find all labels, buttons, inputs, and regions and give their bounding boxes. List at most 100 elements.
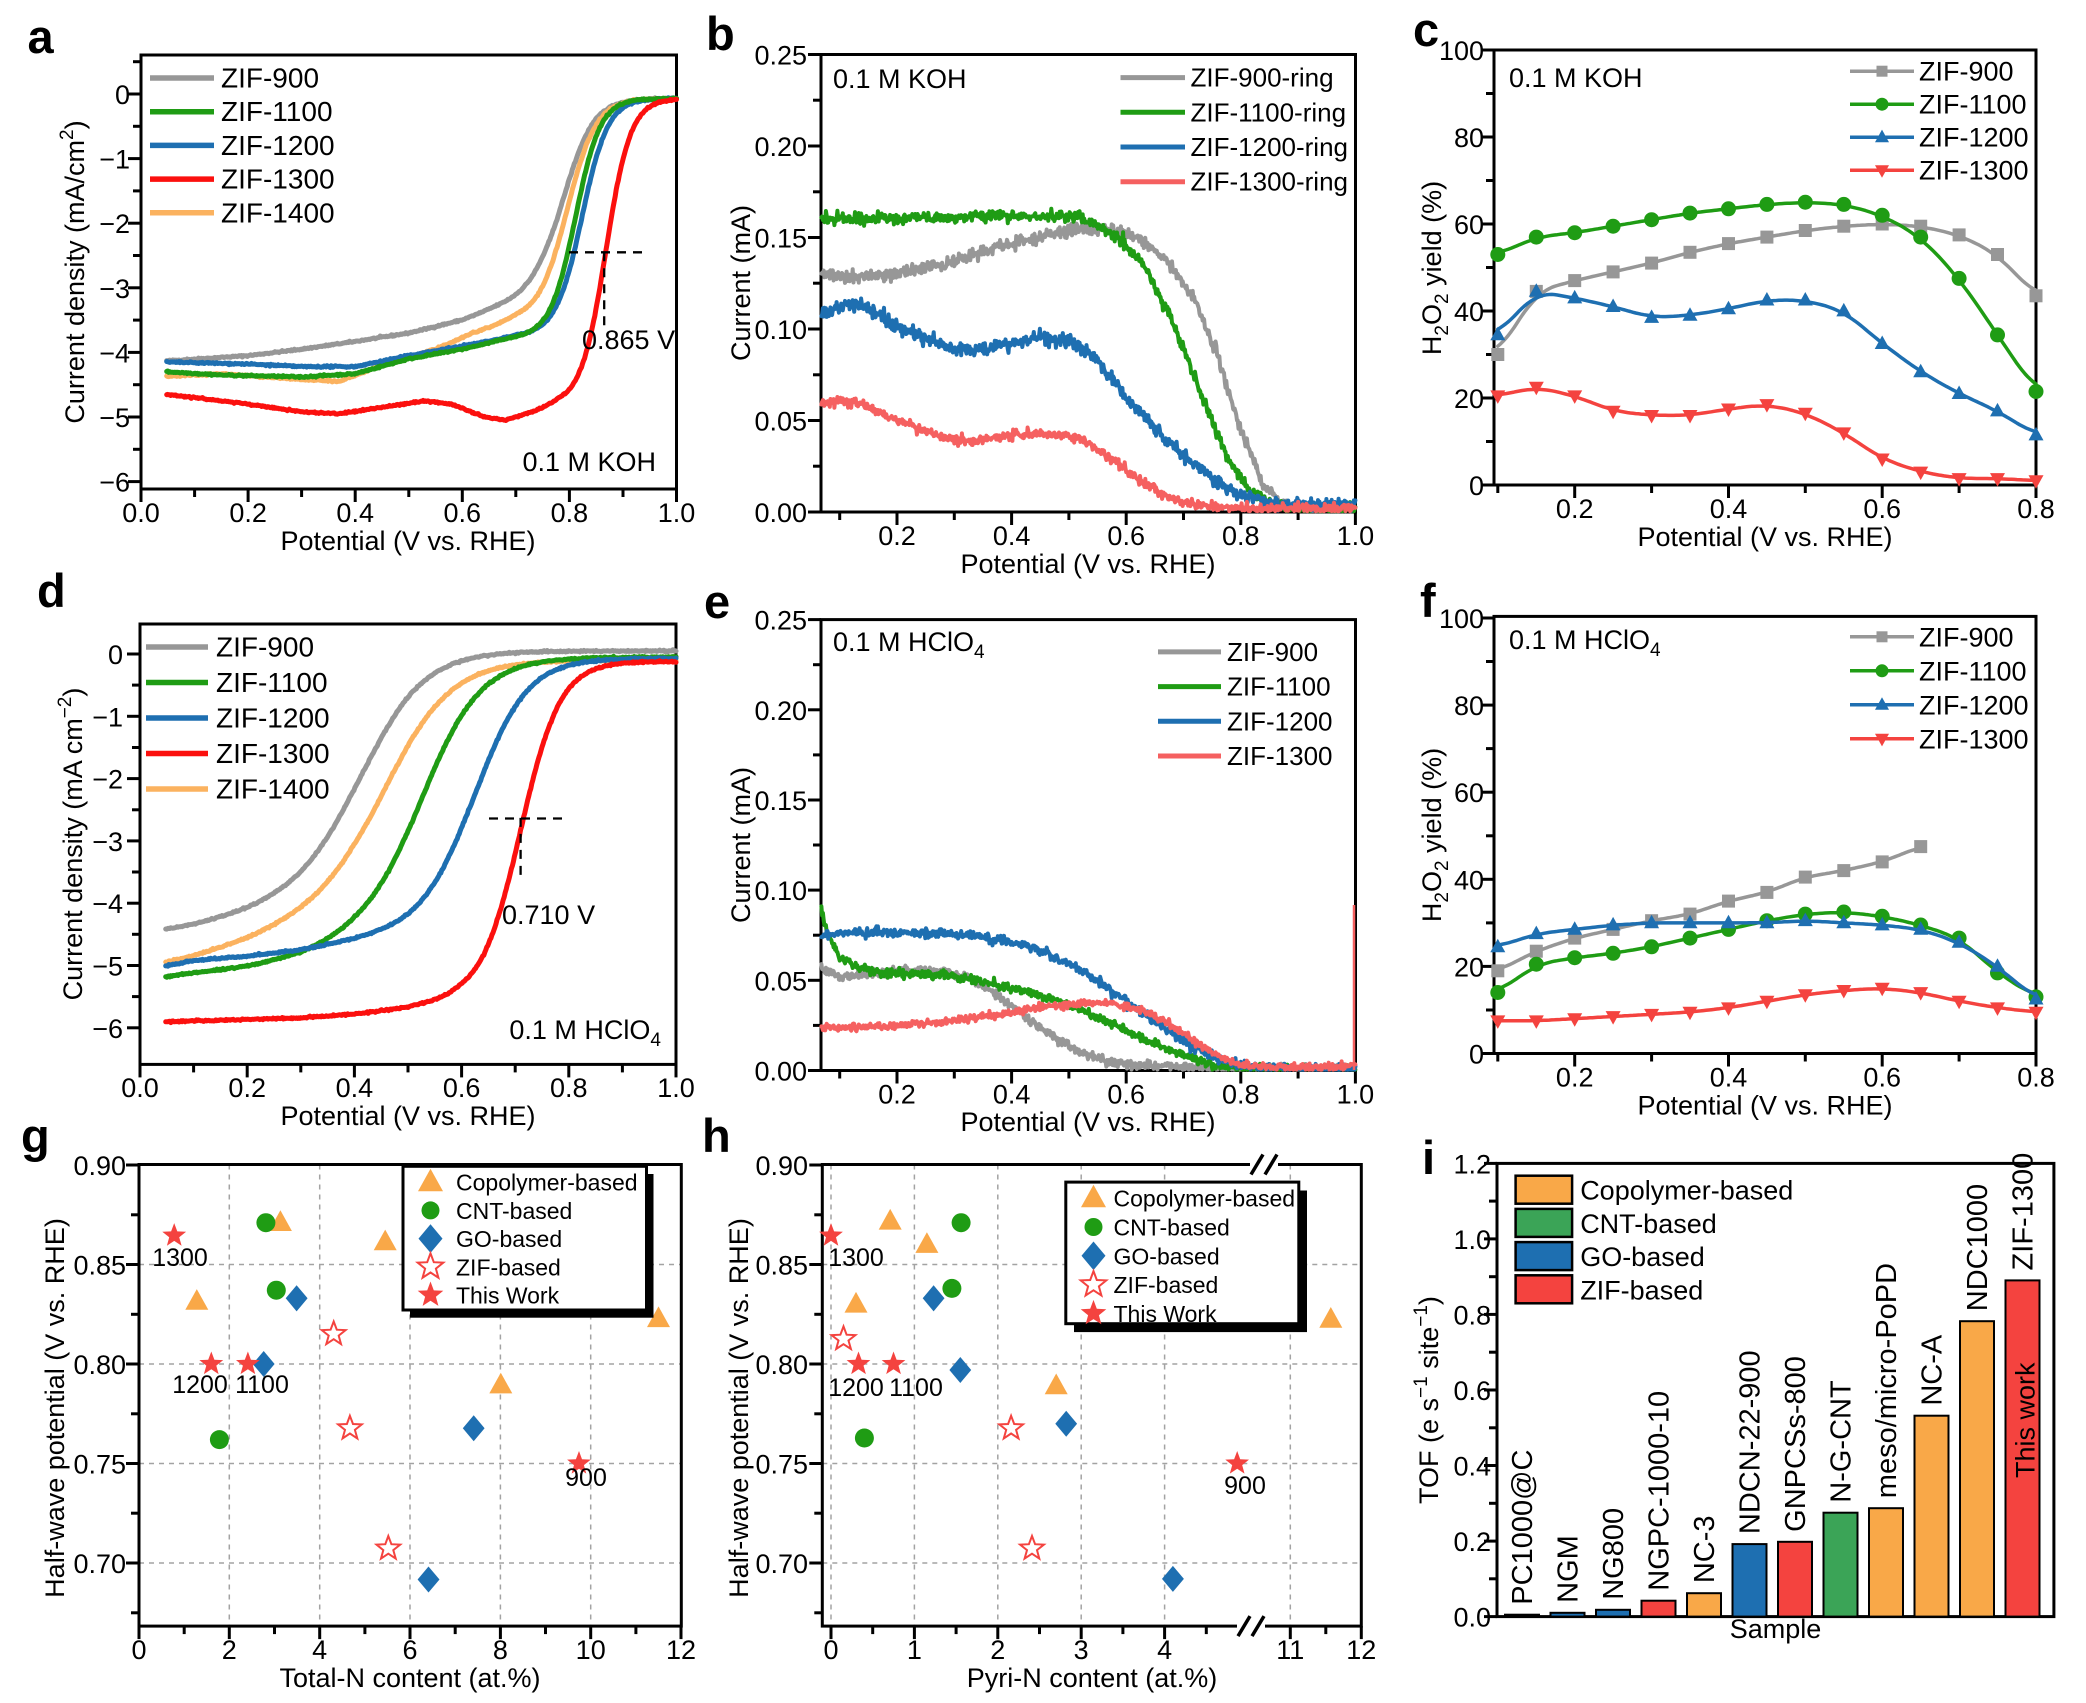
svg-text:GO-based: GO-based bbox=[1114, 1243, 1220, 1269]
svg-text:0.6: 0.6 bbox=[1863, 1063, 1901, 1093]
svg-text:Potential (V vs. RHE): Potential (V vs. RHE) bbox=[280, 1101, 535, 1131]
svg-text:0.4: 0.4 bbox=[336, 1073, 374, 1103]
svg-text:Potential (V vs. RHE): Potential (V vs. RHE) bbox=[960, 1107, 1215, 1137]
svg-text:This work: This work bbox=[2011, 1362, 2041, 1478]
svg-text:b: b bbox=[706, 7, 735, 60]
svg-text:2: 2 bbox=[222, 1635, 237, 1665]
svg-text:1300: 1300 bbox=[828, 1244, 884, 1272]
svg-text:0.15: 0.15 bbox=[754, 224, 807, 254]
svg-text:ZIF-1300-ring: ZIF-1300-ring bbox=[1191, 167, 1349, 197]
svg-text:Half-wave potential (V vs. RHE: Half-wave potential (V vs. RHE) bbox=[40, 1218, 70, 1598]
svg-text:CNT-based: CNT-based bbox=[1114, 1215, 1230, 1241]
svg-text:0.85: 0.85 bbox=[73, 1251, 126, 1281]
svg-text:ZIF-1400: ZIF-1400 bbox=[221, 197, 335, 228]
svg-text:ZIF-1100: ZIF-1100 bbox=[1919, 90, 2027, 120]
svg-text:0.8: 0.8 bbox=[2017, 1063, 2055, 1093]
svg-text:1.0: 1.0 bbox=[658, 498, 696, 528]
svg-text:ZIF-1100: ZIF-1100 bbox=[221, 96, 333, 127]
svg-text:11: 11 bbox=[1276, 1635, 1304, 1665]
svg-text:0.865 V: 0.865 V bbox=[582, 325, 675, 355]
svg-text:0.6: 0.6 bbox=[1107, 1080, 1145, 1110]
svg-text:1.0: 1.0 bbox=[1453, 1225, 1491, 1255]
svg-text:0: 0 bbox=[108, 640, 123, 670]
svg-text:−5: −5 bbox=[92, 952, 123, 982]
svg-text:0.710 V: 0.710 V bbox=[502, 900, 595, 930]
svg-text:1100: 1100 bbox=[889, 1374, 943, 1402]
svg-text:80: 80 bbox=[1454, 123, 1484, 153]
svg-text:ZIF-1300: ZIF-1300 bbox=[221, 164, 335, 195]
svg-text:−1: −1 bbox=[92, 702, 123, 732]
svg-text:0.00: 0.00 bbox=[754, 1057, 807, 1087]
svg-text:0.25: 0.25 bbox=[754, 41, 807, 71]
svg-text:20: 20 bbox=[1454, 952, 1484, 982]
svg-text:1200: 1200 bbox=[828, 1374, 884, 1402]
svg-text:900: 900 bbox=[565, 1464, 607, 1492]
svg-text:60: 60 bbox=[1454, 778, 1484, 808]
svg-text:0.8: 0.8 bbox=[551, 498, 589, 528]
svg-text:−1: −1 bbox=[99, 145, 130, 175]
svg-text:0.25: 0.25 bbox=[754, 606, 807, 636]
svg-text:Sample: Sample bbox=[1730, 1614, 1822, 1644]
svg-text:ZIF-900: ZIF-900 bbox=[1227, 637, 1318, 667]
svg-text:0.20: 0.20 bbox=[754, 696, 807, 726]
svg-text:NDC1000: NDC1000 bbox=[1962, 1184, 1994, 1311]
svg-text:1300: 1300 bbox=[152, 1244, 208, 1272]
svg-text:0.2: 0.2 bbox=[878, 521, 916, 551]
svg-text:0.2: 0.2 bbox=[229, 498, 267, 528]
svg-text:0.10: 0.10 bbox=[754, 876, 807, 906]
svg-text:CNT-based: CNT-based bbox=[456, 1198, 572, 1224]
svg-text:0.15: 0.15 bbox=[754, 786, 807, 816]
svg-text:0.8: 0.8 bbox=[1222, 1080, 1260, 1110]
svg-text:12: 12 bbox=[666, 1635, 696, 1665]
svg-text:12: 12 bbox=[1346, 1635, 1376, 1665]
svg-text:ZIF-900: ZIF-900 bbox=[216, 632, 314, 663]
svg-text:100: 100 bbox=[1439, 36, 1484, 66]
svg-text:Copolymer-based: Copolymer-based bbox=[1580, 1176, 1793, 1206]
svg-text:Copolymer-based: Copolymer-based bbox=[1114, 1186, 1296, 1212]
svg-text:0.85: 0.85 bbox=[755, 1251, 808, 1281]
svg-text:Pyri-N content (at.%): Pyri-N content (at.%) bbox=[967, 1663, 1218, 1693]
svg-text:0: 0 bbox=[131, 1635, 146, 1665]
svg-text:This Work: This Work bbox=[456, 1283, 560, 1309]
svg-text:−4: −4 bbox=[92, 889, 123, 919]
svg-text:0.1 M KOH: 0.1 M KOH bbox=[1509, 63, 1643, 93]
svg-text:NC-3: NC-3 bbox=[1689, 1516, 1721, 1584]
svg-text:0.8: 0.8 bbox=[2017, 494, 2055, 524]
svg-text:ZIF-900: ZIF-900 bbox=[221, 63, 319, 94]
svg-text:8: 8 bbox=[493, 1635, 508, 1665]
svg-text:1.0: 1.0 bbox=[657, 1073, 695, 1103]
svg-text:0.70: 0.70 bbox=[73, 1549, 126, 1579]
svg-text:Total-N content (at.%): Total-N content (at.%) bbox=[279, 1663, 540, 1693]
svg-text:−3: −3 bbox=[92, 827, 123, 857]
svg-text:h: h bbox=[702, 1109, 731, 1162]
svg-text:0.0: 0.0 bbox=[122, 498, 160, 528]
svg-text:Potential (V vs. RHE): Potential (V vs. RHE) bbox=[960, 549, 1215, 579]
svg-text:Current (mA): Current (mA) bbox=[726, 767, 756, 923]
svg-text:ZIF-1300: ZIF-1300 bbox=[2007, 1153, 2039, 1271]
svg-text:1.0: 1.0 bbox=[1337, 521, 1375, 551]
svg-text:ZIF-based: ZIF-based bbox=[1580, 1275, 1703, 1305]
svg-text:10: 10 bbox=[576, 1635, 606, 1665]
svg-text:NGPC-1000-10: NGPC-1000-10 bbox=[1643, 1391, 1675, 1591]
svg-text:ZIF-1300: ZIF-1300 bbox=[1919, 156, 2029, 186]
svg-text:−2: −2 bbox=[99, 209, 130, 239]
svg-text:0.2: 0.2 bbox=[1556, 494, 1594, 524]
svg-text:0: 0 bbox=[823, 1635, 838, 1665]
svg-text:ZIF-900-ring: ZIF-900-ring bbox=[1191, 63, 1334, 93]
svg-text:4: 4 bbox=[1157, 1635, 1172, 1665]
svg-text:0.75: 0.75 bbox=[73, 1450, 126, 1480]
svg-text:ZIF-1200-ring: ZIF-1200-ring bbox=[1191, 132, 1349, 162]
svg-text:ZIF-1300: ZIF-1300 bbox=[1227, 741, 1333, 771]
svg-text:1.2: 1.2 bbox=[1453, 1149, 1491, 1179]
svg-text:Current density (mA cm−2): Current density (mA cm−2) bbox=[55, 688, 88, 1001]
svg-text:0.6: 0.6 bbox=[444, 498, 482, 528]
svg-text:GO-based: GO-based bbox=[456, 1226, 562, 1252]
svg-text:1100: 1100 bbox=[235, 1371, 289, 1399]
svg-text:NG800: NG800 bbox=[1598, 1508, 1630, 1600]
svg-text:2: 2 bbox=[990, 1635, 1005, 1665]
svg-text:−6: −6 bbox=[92, 1014, 123, 1044]
svg-text:d: d bbox=[37, 564, 66, 617]
svg-text:−6: −6 bbox=[99, 468, 130, 498]
svg-text:CNT-based: CNT-based bbox=[1580, 1209, 1717, 1239]
svg-text:0.4: 0.4 bbox=[1710, 494, 1748, 524]
